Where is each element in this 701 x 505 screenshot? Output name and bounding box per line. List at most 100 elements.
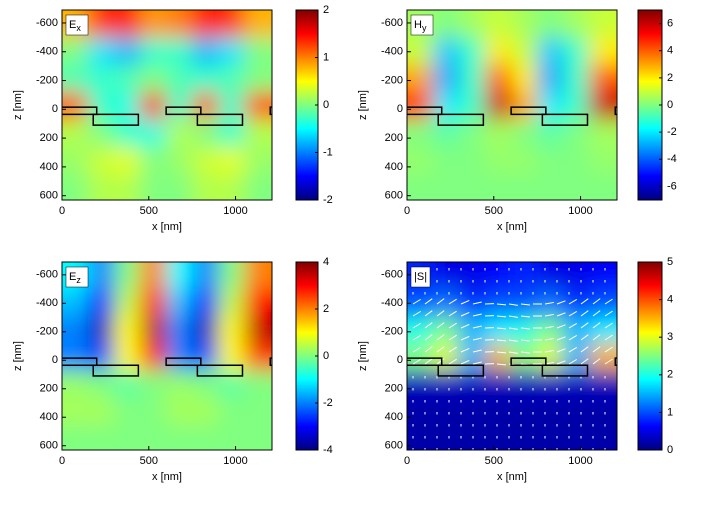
heatmap-cell (537, 424, 564, 490)
heatmap-cell (537, 65, 564, 93)
heatmap-cell (88, 147, 115, 175)
colorbar-tick-label: 3 (667, 331, 673, 343)
heatmap-cell (563, 65, 590, 93)
heatmap-cell (367, 174, 434, 240)
colorbar-tick-label: 2 (323, 4, 329, 16)
y-tick-label: 0 (397, 103, 403, 115)
panel-label-main: E (69, 271, 76, 283)
panel-label-main: |S| (414, 271, 427, 283)
heatmap-cell (140, 370, 167, 398)
heatmap-cell (166, 343, 193, 371)
x-axis-label: x [nm] (152, 471, 182, 483)
heatmap-cell (88, 92, 115, 120)
y-tick-label: 200 (385, 132, 403, 144)
heatmap-cell (433, 119, 460, 147)
y-tick-label: -600 (36, 269, 58, 281)
colorbar-tick-label: -4 (323, 444, 333, 456)
x-axis-label: x [nm] (497, 221, 527, 233)
heatmap-cell (511, 119, 538, 147)
panel-label-main: E (69, 19, 76, 31)
heatmap-cell (114, 343, 141, 371)
heatmap-cell (367, 424, 434, 490)
heatmap-cell (114, 316, 141, 344)
y-tick-label: -200 (36, 74, 58, 86)
y-tick-label: -600 (36, 17, 58, 29)
y-tick-label: 0 (52, 354, 58, 366)
heatmap-cell (563, 316, 590, 344)
heatmap-cell (166, 370, 193, 398)
heatmap-cell (192, 343, 219, 371)
heatmap-cell (218, 343, 245, 371)
heatmap-cell (114, 397, 141, 425)
colorbar (296, 262, 318, 450)
colorbar-tick-label: 2 (667, 369, 673, 381)
heatmap-cell (218, 37, 245, 65)
panel-label: |S| (414, 271, 427, 283)
heatmap-cell (192, 0, 219, 38)
colorbar-tick-label: 0 (323, 350, 329, 362)
heatmap-cell (537, 397, 564, 425)
heatmap-cell (459, 65, 486, 93)
colorbar-tick-label: -1 (323, 146, 333, 158)
heatmap-cell (192, 65, 219, 93)
heatmap-cell (140, 37, 167, 65)
heatmap-cell (537, 0, 564, 38)
heatmap-cell (485, 92, 512, 120)
heatmap-cell (88, 424, 115, 490)
colorbar (638, 262, 662, 450)
heatmap-cell (140, 119, 167, 147)
colorbar-tick-label: 4 (667, 294, 673, 306)
x-tick-label: 1000 (223, 205, 247, 217)
heatmap-cell (192, 222, 219, 290)
x-tick-label: 0 (404, 455, 410, 467)
colorbar-tick-label: 6 (667, 17, 673, 29)
heatmap-cell (459, 343, 486, 371)
heatmap-cell (537, 174, 564, 240)
y-tick-label: 0 (397, 354, 403, 366)
heatmap-cell (88, 0, 115, 38)
y-tick-label: 600 (40, 440, 58, 452)
heatmap-cell (140, 65, 167, 93)
x-tick-label: 1000 (568, 455, 592, 467)
colorbar-tick-label: -2 (323, 397, 333, 409)
heatmap-cell (511, 37, 538, 65)
heatmap-cell (218, 370, 245, 398)
heatmap-cell (88, 289, 115, 317)
heatmap-cell (485, 119, 512, 147)
heatmap-cell (114, 65, 141, 93)
plot-area (367, 0, 658, 241)
x-tick-label: 0 (404, 205, 410, 217)
heatmap-cell (537, 37, 564, 65)
heatmap-cell (166, 316, 193, 344)
x-axis-label: x [nm] (497, 471, 527, 483)
x-tick-label: 0 (59, 455, 65, 467)
heatmap-cell (511, 65, 538, 93)
y-tick-label: -400 (36, 46, 58, 58)
heatmap-cell (459, 174, 486, 240)
heatmap-cell (140, 316, 167, 344)
heatmap-cell (433, 0, 460, 38)
heatmap-cell (511, 289, 538, 317)
heatmap-cell (88, 397, 115, 425)
heatmap-cell (166, 119, 193, 147)
y-tick-label: 400 (385, 411, 403, 423)
heatmap-cell (485, 147, 512, 175)
heatmap-cell (88, 222, 115, 290)
heatmap-cell (166, 37, 193, 65)
y-tick-label: -400 (381, 46, 403, 58)
colorbar-tick-label: 2 (667, 72, 673, 84)
heatmap-cell (433, 37, 460, 65)
panel-label-main: H (414, 19, 422, 31)
heatmap-cell (563, 37, 590, 65)
heatmap-cell (166, 397, 193, 425)
colorbar-tick-label: -6 (667, 180, 677, 192)
heatmap-cell (459, 147, 486, 175)
heatmap-cell (88, 174, 115, 240)
heatmap-cell (192, 174, 219, 240)
heatmap-cell (218, 0, 245, 38)
heatmap-cell (166, 147, 193, 175)
heatmap-cell (166, 0, 193, 38)
heatmap-cell (537, 343, 564, 371)
heatmap-cell (511, 343, 538, 371)
heatmap-cell (114, 424, 141, 490)
